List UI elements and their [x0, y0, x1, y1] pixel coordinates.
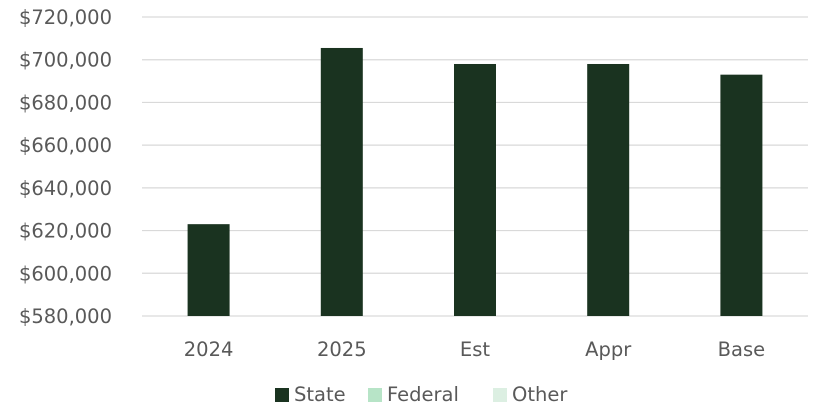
x-category-label: Appr — [585, 338, 632, 361]
y-tick-label: $700,000 — [19, 49, 112, 72]
x-category-label: 2025 — [317, 338, 367, 361]
legend-swatch-other — [493, 388, 507, 402]
bar-state-2024 — [187, 224, 230, 316]
bar-state-2025 — [320, 47, 363, 316]
x-axis-categories: 2024 2025 Est Appr Base — [184, 338, 765, 361]
bar-state-appr — [587, 63, 630, 316]
y-axis-ticks: $580,000 $600,000 $620,000 $640,000 $660,000… — [19, 6, 112, 328]
legend-swatch-federal — [368, 388, 382, 402]
legend: State Federal Other — [275, 383, 568, 406]
y-tick-label: $620,000 — [19, 220, 112, 243]
y-tick-label: $600,000 — [19, 262, 112, 285]
legend-label-state: State — [294, 383, 346, 406]
legend-label-other: Other — [512, 383, 568, 406]
y-tick-label: $580,000 — [19, 305, 112, 328]
bar-state-base — [720, 74, 763, 317]
bar-state-est — [454, 63, 496, 316]
y-tick-label: $660,000 — [19, 134, 112, 157]
y-tick-label: $680,000 — [19, 91, 112, 114]
x-category-label: Base — [718, 338, 765, 361]
x-category-label: 2024 — [184, 338, 234, 361]
y-tick-label: $640,000 — [19, 177, 112, 200]
legend-label-federal: Federal — [387, 383, 459, 406]
legend-swatch-state — [275, 388, 289, 402]
x-category-label: Est — [460, 338, 490, 361]
y-tick-label: $720,000 — [19, 6, 112, 29]
bars — [187, 47, 763, 317]
